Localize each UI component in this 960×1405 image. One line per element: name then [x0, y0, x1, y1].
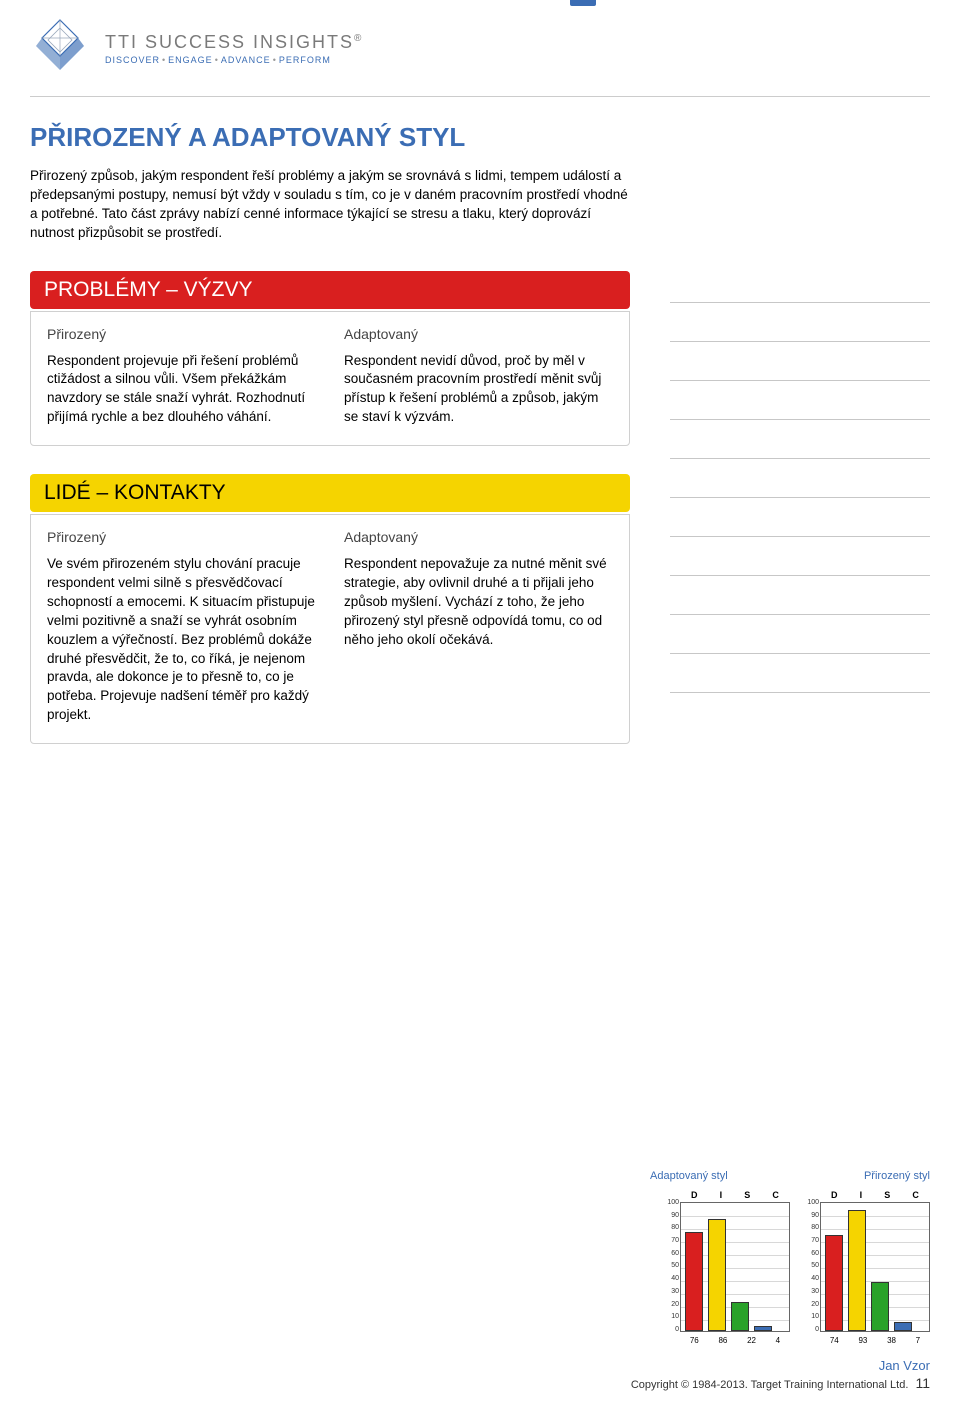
header: TTI SUCCESS INSIGHTS® DISCOVER•ENGAGE•AD… [0, 0, 960, 88]
col-label-adapted: Adaptovaný [344, 529, 613, 545]
note-line [670, 614, 930, 615]
col-body-adapted: Respondent nepovažuje za nutné měnit své… [344, 555, 613, 649]
note-line [670, 341, 930, 342]
col-label-natural: Přirozený [47, 529, 316, 545]
brand-name: TTI SUCCESS INSIGHTS® [105, 32, 363, 53]
disc-letter: D [831, 1190, 838, 1200]
disc-letter: C [772, 1190, 779, 1200]
section-card-0: Přirozený Respondent projevuje při řešení… [30, 311, 630, 447]
col-body-natural: Respondent projevuje při řešení problémů… [47, 352, 316, 428]
col-body-adapted: Respondent nevidí důvod, proč by měl v s… [344, 352, 613, 428]
note-line [670, 692, 930, 693]
chart-natural: D I S C 1009080706050403020100 7493387 [820, 1190, 930, 1345]
note-line [670, 497, 930, 498]
tti-logo-icon [30, 18, 90, 78]
chart-ylabels: 1009080706050403020100 [803, 1199, 819, 1333]
note-line [670, 302, 930, 303]
chart-bar [685, 1232, 703, 1331]
chart-box: 1009080706050403020100 [680, 1202, 790, 1332]
section-card-1: Přirozený Ve svém přirozeném stylu chován… [30, 514, 630, 744]
page-title: PŘIROZENÝ A ADAPTOVANÝ STYL [30, 122, 630, 153]
chart-adapted: D I S C 1009080706050403020100 7686224 [680, 1190, 790, 1345]
page-number: 11 [915, 1375, 930, 1391]
chart-bar [708, 1219, 726, 1331]
chart-bar [848, 1210, 866, 1331]
brand-tagline: DISCOVER•ENGAGE•ADVANCE•PERFORM [105, 55, 363, 65]
chart-label-natural: Přirozený styl [864, 1170, 930, 1182]
disc-letter: C [912, 1190, 919, 1200]
note-line [670, 653, 930, 654]
note-line [670, 536, 930, 537]
note-line [670, 458, 930, 459]
note-line [670, 575, 930, 576]
brand-text: TTI SUCCESS INSIGHTS® DISCOVER•ENGAGE•AD… [105, 32, 363, 65]
chart-values: 7686224 [680, 1336, 790, 1345]
chart-bar [894, 1322, 912, 1331]
note-lines [670, 302, 930, 693]
disc-letter: S [744, 1190, 750, 1200]
disc-letter: I [720, 1190, 723, 1200]
chart-box: 1009080706050403020100 [820, 1202, 930, 1332]
section-bar-0: PROBLÉMY – VÝZVY [30, 271, 630, 309]
disc-letter: D [691, 1190, 698, 1200]
footer: Jan Vzor Copyright © 1984-2013. Target T… [631, 1358, 930, 1391]
note-line [670, 419, 930, 420]
chart-bar [731, 1302, 749, 1331]
chart-bar [871, 1282, 889, 1331]
chart-ylabels: 1009080706050403020100 [663, 1199, 679, 1333]
chart-bar [754, 1326, 772, 1331]
side-column [670, 122, 930, 772]
chart-values: 7493387 [820, 1336, 930, 1345]
disc-letter: S [884, 1190, 890, 1200]
note-line [670, 380, 930, 381]
top-accent-dot [570, 0, 596, 6]
footer-copyright: Copyright © 1984-2013. Target Training I… [631, 1375, 930, 1391]
disc-letter: I [860, 1190, 863, 1200]
intro-paragraph: Přirozený způsob, jakým respondent řeší … [30, 167, 630, 243]
charts-area: Adaptovaný styl Přirozený styl D I S C 10090… [650, 1170, 930, 1345]
footer-name: Jan Vzor [631, 1358, 930, 1373]
col-label-adapted: Adaptovaný [344, 326, 613, 342]
col-body-natural: Ve svém přirozeném stylu chování pracuje… [47, 555, 316, 725]
main-column: PŘIROZENÝ A ADAPTOVANÝ STYL Přirozený zp… [30, 122, 630, 772]
col-label-natural: Přirozený [47, 326, 316, 342]
chart-bar [825, 1235, 843, 1331]
chart-label-adapted: Adaptovaný styl [650, 1170, 728, 1182]
section-bar-1: LIDÉ – KONTAKTY [30, 474, 630, 512]
